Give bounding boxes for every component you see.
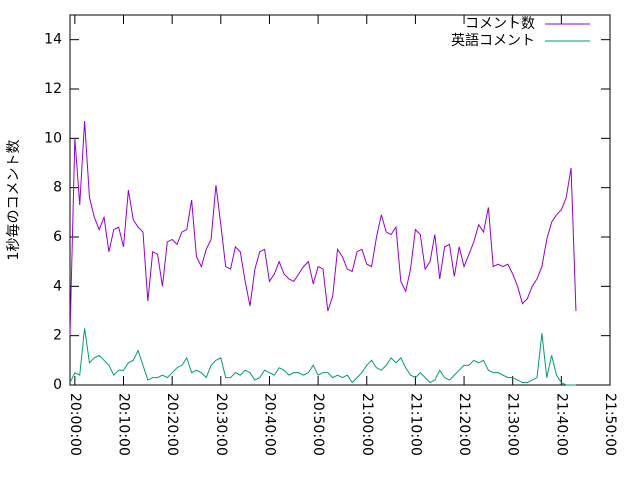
x-tick-label: 20:40:00	[261, 393, 277, 456]
y-tick-label: 12	[44, 81, 62, 97]
y-tick-label: 0	[53, 377, 62, 393]
x-tick-label: 20:30:00	[213, 393, 229, 456]
y-tick-label: 10	[44, 130, 62, 146]
x-tick-label: 21:50:00	[602, 393, 618, 456]
x-tick-label: 20:00:00	[67, 393, 83, 456]
x-tick-label: 20:50:00	[310, 393, 326, 456]
legend-label: コメント数	[465, 16, 535, 32]
x-tick-label: 21:00:00	[359, 393, 375, 456]
series-line	[69, 121, 577, 336]
x-tick-label: 21:20:00	[456, 393, 472, 456]
plot-frame	[69, 14, 611, 386]
y-tick-label: 14	[44, 32, 62, 48]
y-tick-label: 8	[53, 180, 62, 196]
x-tick-label: 21:30:00	[505, 393, 521, 456]
x-tick-label: 20:10:00	[116, 393, 132, 456]
y-axis-label: 1秒毎のコメント数	[6, 140, 22, 261]
x-tick-label: 20:20:00	[164, 393, 180, 456]
series-line	[69, 328, 576, 386]
x-tick-label: 21:40:00	[553, 393, 569, 456]
y-tick-label: 6	[53, 229, 62, 245]
x-tick-label: 21:10:00	[407, 393, 423, 456]
y-tick-label: 2	[53, 328, 62, 344]
legend-label: 英語コメント	[451, 32, 535, 49]
y-tick-label: 4	[53, 278, 62, 294]
